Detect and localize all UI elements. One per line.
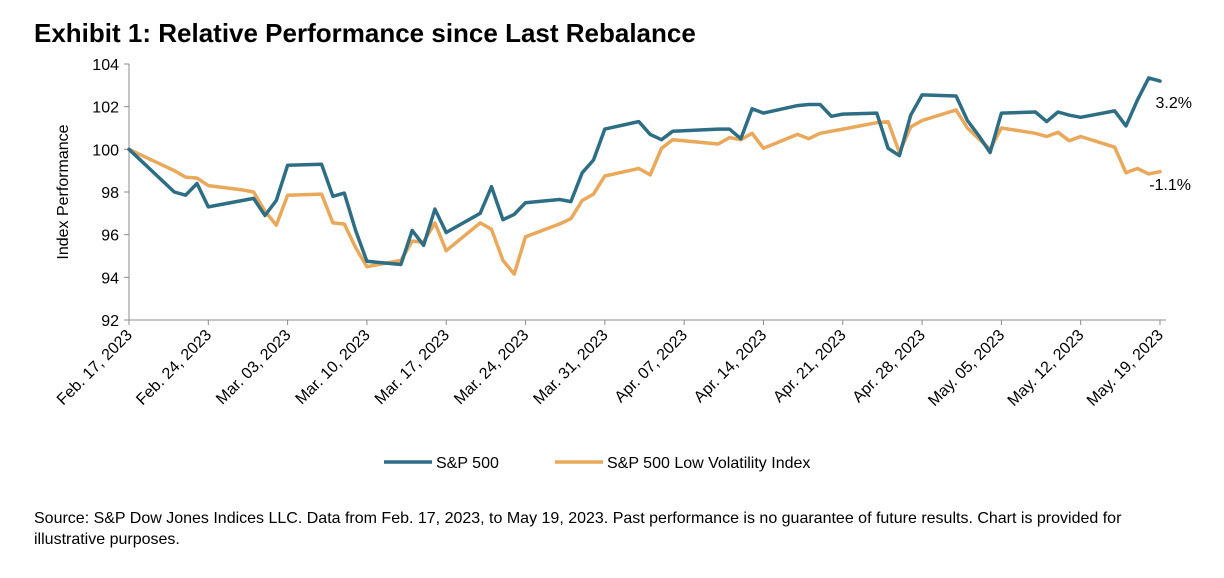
y-axis-title: Index Performance (55, 124, 72, 259)
end-label-sp500: 3.2% (1156, 95, 1192, 112)
source-note: Source: S&P Dow Jones Indices LLC. Data … (34, 510, 1122, 548)
x-tick-label: Mar. 03, 2023 (213, 327, 294, 408)
x-tick-label: Mar. 31, 2023 (530, 327, 611, 408)
legend-label-sp500-low-volatility: S&P 500 Low Volatility Index (607, 455, 810, 472)
legend-label-sp500: S&P 500 (436, 455, 499, 472)
legend: S&P 500 S&P 500 Low Volatility Index (384, 455, 810, 472)
y-axis: 92 94 96 98 100 102 104 (92, 57, 130, 330)
x-tick-label: Mar. 24, 2023 (451, 327, 532, 408)
x-tick-label: Apr. 28, 2023 (850, 327, 929, 406)
x-tick-label: Apr. 14, 2023 (691, 327, 770, 406)
x-tick-label: May. 12, 2023 (1005, 327, 1088, 410)
series-layer (127, 76, 1162, 276)
y-tick-label: 104 (92, 57, 119, 74)
series-line-sp500 (127, 76, 1162, 267)
y-tick-label: 94 (101, 270, 119, 287)
x-tick-label: Apr. 21, 2023 (770, 327, 849, 406)
y-tick-label: 102 (92, 100, 119, 117)
x-tick-label: Feb. 24, 2023 (133, 327, 215, 409)
end-label-sp500-low-volatility: -1.1% (1149, 177, 1191, 194)
series-line-sp500-low-volatility (127, 108, 1162, 276)
y-tick-label: 100 (92, 142, 119, 159)
x-tick-label: May. 19, 2023 (1084, 327, 1167, 410)
y-tick-label: 92 (101, 313, 119, 330)
x-tick-label: May. 05, 2023 (925, 327, 1008, 410)
end-labels: 3.2% -1.1% (1149, 95, 1192, 194)
chart-title: Exhibit 1: Relative Performance since La… (34, 18, 696, 48)
x-tick-label: Mar. 10, 2023 (293, 327, 374, 408)
x-tick-label: Feb. 17, 2023 (54, 327, 136, 409)
y-tick-label: 96 (101, 228, 119, 245)
y-tick-label: 98 (101, 185, 119, 202)
x-tick-label: Mar. 17, 2023 (372, 327, 453, 408)
x-tick-label: Apr. 07, 2023 (612, 327, 691, 406)
